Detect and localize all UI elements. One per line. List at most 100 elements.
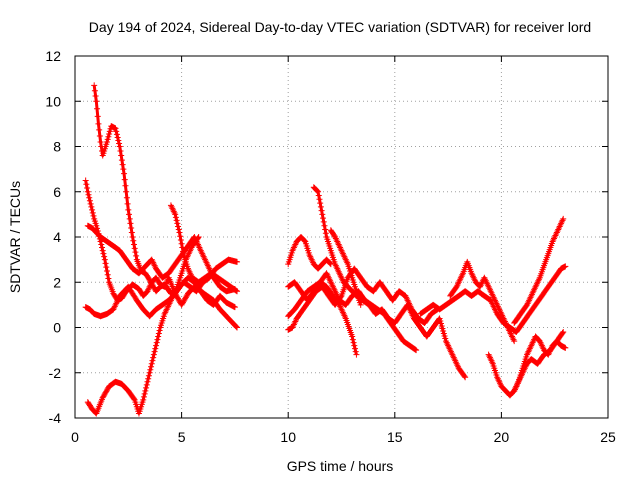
data-point-marker (141, 390, 148, 397)
x-axis-label: GPS time / hours (287, 458, 394, 474)
series-sat-f (167, 202, 241, 295)
data-point-marker (102, 260, 109, 267)
data-point-marker (562, 263, 569, 270)
data-point-marker (98, 241, 105, 248)
y-tick-label: 8 (53, 139, 61, 155)
data-point-marker (320, 215, 327, 222)
data-point-marker (177, 233, 184, 240)
data-point-marker (318, 207, 325, 214)
data-point-marker (128, 229, 135, 236)
data-point-marker (84, 188, 91, 195)
data-point-marker (173, 217, 180, 224)
data-point-marker (150, 351, 157, 358)
plot-frame (74, 55, 609, 419)
data-point-marker (337, 293, 344, 300)
data-point-marker (104, 271, 111, 278)
data-point-marker (91, 87, 98, 94)
data-point-marker (103, 138, 110, 145)
data-point-marker (85, 191, 92, 198)
data-point-marker (113, 131, 120, 138)
data-point-marker (149, 357, 156, 364)
y-tick-label: 2 (53, 274, 61, 290)
data-point-marker (461, 373, 468, 380)
data-point-marker (452, 284, 459, 291)
data-point-marker (181, 296, 188, 303)
data-point-marker (82, 177, 89, 184)
data-point-marker (560, 329, 567, 336)
data-point-marker (232, 287, 239, 294)
data-point-marker (231, 304, 238, 311)
data-point-marker (102, 389, 109, 396)
data-point-marker (319, 211, 326, 218)
data-point-marker (101, 392, 108, 399)
series-sat-q (511, 333, 569, 394)
data-point-marker (234, 324, 241, 331)
data-point-marker (180, 299, 187, 306)
data-point-marker (140, 396, 147, 403)
data-point-marker (176, 229, 183, 236)
y-tick-label: -2 (49, 365, 62, 381)
data-point-marker (148, 363, 155, 370)
data-point-marker (233, 323, 240, 330)
data-point-marker (119, 161, 126, 168)
data-point-marker (89, 206, 96, 213)
series-sat-a (91, 82, 241, 297)
data-point-marker (129, 234, 136, 240)
data-point-marker (140, 393, 147, 400)
data-point-marker (97, 138, 104, 145)
data-series (82, 82, 569, 417)
data-point-marker (437, 320, 444, 327)
data-point-marker (103, 387, 110, 394)
data-point-marker (143, 381, 150, 388)
y-tick-label: -4 (49, 410, 62, 426)
series-sat-p (511, 215, 567, 326)
data-point-marker (86, 194, 93, 201)
data-point-marker (437, 317, 444, 324)
data-point-marker (89, 209, 96, 216)
data-point-marker (133, 252, 140, 259)
data-point-marker (105, 275, 112, 282)
data-point-marker (178, 240, 185, 247)
data-point-marker (116, 143, 123, 150)
data-point-marker (315, 188, 322, 195)
data-point-marker (130, 395, 137, 402)
data-point-marker (180, 298, 187, 305)
series-sat-h (310, 184, 469, 381)
data-point-marker (143, 384, 150, 391)
data-point-marker (440, 330, 447, 337)
data-point-marker (87, 200, 94, 207)
data-point-marker (413, 347, 420, 354)
data-point-marker (172, 214, 179, 221)
data-point-marker (148, 360, 155, 367)
x-tick-label: 20 (494, 429, 510, 445)
data-point-marker (321, 222, 328, 229)
data-point-marker (112, 125, 119, 132)
data-point-marker (320, 218, 327, 225)
data-point-marker (175, 295, 182, 302)
data-point-marker (99, 247, 106, 254)
data-point-marker (234, 258, 241, 265)
data-point-marker (153, 342, 160, 349)
data-point-marker (411, 346, 418, 353)
y-tick-label: 12 (45, 48, 61, 64)
data-point-marker (131, 245, 138, 252)
series-sat-g (285, 234, 334, 272)
data-point-marker (151, 348, 158, 355)
data-point-marker (155, 333, 162, 340)
x-tick-label: 10 (280, 429, 296, 445)
data-point-marker (101, 390, 108, 397)
data-point-marker (122, 182, 129, 189)
data-point-marker (147, 366, 154, 373)
data-point-marker (93, 98, 100, 105)
series-sat-n (447, 258, 518, 345)
data-point-marker (154, 336, 161, 343)
data-point-marker (125, 206, 132, 213)
data-point-marker (90, 212, 97, 219)
data-point-marker (118, 152, 125, 159)
data-point-marker (441, 333, 448, 340)
data-point-marker (442, 335, 449, 342)
data-point-marker (175, 223, 182, 230)
data-point-marker (105, 133, 112, 140)
data-point-marker (150, 284, 157, 291)
series-sat-m (417, 263, 569, 336)
